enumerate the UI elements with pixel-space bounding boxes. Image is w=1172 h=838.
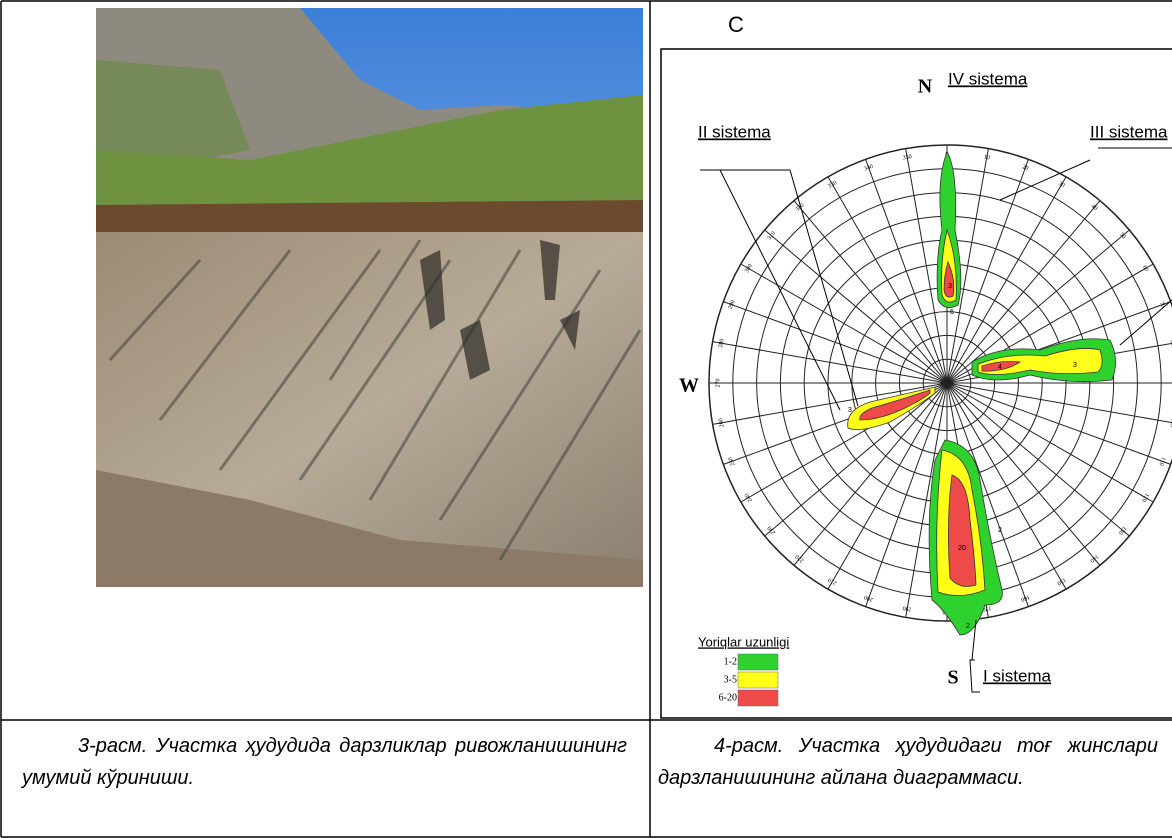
- degree-label: 150: [1056, 576, 1067, 586]
- degree-label: 60: [1141, 265, 1149, 273]
- petal-label: 20: [958, 545, 966, 552]
- petal-label: 3: [848, 407, 852, 414]
- degree-label: 350: [902, 154, 912, 161]
- degree-label: 300: [744, 263, 754, 274]
- degree-label: 260: [718, 418, 725, 428]
- legend-swatch: [738, 672, 778, 688]
- degree-label: 220: [795, 553, 806, 563]
- legend-swatch: [738, 654, 778, 670]
- degree-label: 160: [1020, 593, 1031, 602]
- radial-line: [947, 383, 1172, 424]
- degree-label: 270: [715, 379, 721, 388]
- petal-label: 6: [950, 309, 954, 316]
- degree-label: 190: [902, 604, 912, 611]
- degree-label: 310: [767, 231, 777, 242]
- petal-label: 2: [966, 623, 970, 630]
- degree-label: 200: [864, 593, 875, 602]
- system-label: II sistema: [698, 122, 771, 141]
- degree-label: 230: [767, 525, 777, 536]
- degree-label: 210: [827, 576, 838, 586]
- compass-north: N: [918, 76, 933, 98]
- system-label: I sistema: [983, 666, 1052, 685]
- petal-label: 3: [948, 283, 952, 290]
- petal-label: 4: [998, 364, 1002, 371]
- degree-label: 10: [983, 154, 990, 161]
- legend-swatch: [738, 690, 778, 706]
- degree-label: 30: [1057, 181, 1065, 189]
- system-label: IV sistema: [948, 69, 1028, 88]
- degree-label: 280: [718, 338, 725, 348]
- degree-label: 70: [1158, 301, 1166, 309]
- petal-label: 3: [1073, 362, 1077, 369]
- rose-diagram: 0102030405060708090100110120130140150160…: [679, 69, 1172, 706]
- leader-line: [700, 170, 840, 410]
- degree-label: 330: [827, 180, 838, 190]
- degree-label: 340: [864, 164, 875, 173]
- legend-label: 6-20: [719, 692, 737, 703]
- petal-label: 2: [998, 527, 1002, 534]
- legend-label: 3-5: [724, 674, 737, 685]
- system-label: III sistema: [1090, 122, 1168, 141]
- compass-south: S: [947, 667, 958, 689]
- degree-label: 110: [1158, 456, 1167, 466]
- compass-west: W: [679, 375, 699, 397]
- degree-label: 100: [1168, 418, 1172, 428]
- degree-label: 140: [1089, 553, 1100, 563]
- caption: 4-расм. Участка ҳудудидаги тоғ жинслари …: [658, 730, 1158, 794]
- leader-line: [970, 660, 980, 692]
- degree-label: 130: [1117, 525, 1127, 536]
- page: С 01020304050607080901001101201301401501…: [0, 0, 1172, 838]
- caption: 3-расм. Участка ҳудудида дарзликлар риво…: [22, 730, 627, 794]
- corner-letter: С: [728, 12, 744, 37]
- legend-title: Yoriqlar uzunligi: [698, 634, 789, 649]
- degree-label: 250: [728, 456, 737, 467]
- photo: [96, 8, 643, 587]
- degree-label: 20: [1021, 164, 1029, 172]
- document-table: С 01020304050607080901001101201301401501…: [0, 0, 1172, 838]
- degree-label: 240: [744, 492, 754, 503]
- degree-label: 120: [1140, 492, 1150, 503]
- legend-label: 1-2: [724, 656, 737, 667]
- degree-label: 290: [728, 300, 737, 311]
